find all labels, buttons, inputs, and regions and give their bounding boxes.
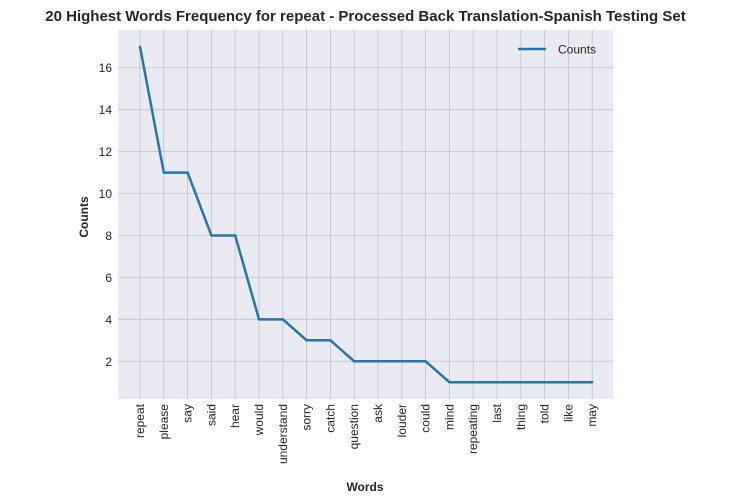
data-point [234, 234, 236, 236]
data-point [520, 381, 522, 383]
y-tick-label: 2 [105, 355, 112, 369]
data-point [353, 360, 355, 362]
y-tick-label: 16 [99, 61, 113, 75]
x-tick-label: last [490, 403, 504, 422]
data-point [139, 46, 141, 48]
y-tick-label: 6 [105, 271, 112, 285]
x-tick-label: could [419, 404, 433, 433]
x-tick-label: may [585, 404, 599, 427]
y-tick-label: 10 [99, 187, 113, 201]
x-tick-label: repeat [133, 403, 147, 438]
x-tick-labels: repeat please say said hear would understand so… [133, 403, 599, 464]
plot-area [118, 30, 613, 399]
data-point [472, 381, 474, 383]
data-point [401, 360, 403, 362]
x-tick-label: mind [442, 404, 456, 430]
data-point [543, 381, 545, 383]
data-point [591, 381, 593, 383]
data-point [329, 339, 331, 341]
y-axis-label: Counts [77, 196, 91, 238]
y-tick-label: 14 [99, 103, 113, 117]
data-point [448, 381, 450, 383]
data-point [377, 360, 379, 362]
x-tick-label: said [204, 404, 218, 426]
x-tick-label: understand [276, 404, 290, 464]
x-tick-label: catch [323, 404, 337, 433]
legend-label-counts: Counts [558, 43, 596, 57]
x-tick-label: ask [371, 403, 385, 423]
y-tick-labels: 2 4 6 8 10 12 14 16 [99, 61, 113, 369]
x-tick-label: repeating [466, 404, 480, 454]
x-tick-label: question [347, 404, 361, 449]
data-point [258, 318, 260, 320]
x-tick-label: please [157, 404, 171, 440]
x-tick-label: hear [228, 404, 242, 428]
x-tick-label: say [181, 404, 195, 423]
data-point [305, 339, 307, 341]
y-tick-label: 12 [99, 145, 113, 159]
x-tick-label: thing [514, 404, 528, 430]
x-tick-label: like [561, 404, 575, 422]
data-point [282, 318, 284, 320]
y-tick-label: 8 [105, 229, 112, 243]
x-axis-label: Words [346, 480, 383, 494]
data-point [496, 381, 498, 383]
data-point [210, 234, 212, 236]
x-tick-label: told [538, 404, 552, 423]
data-point [163, 171, 165, 173]
x-tick-label: louder [395, 404, 409, 437]
data-point [424, 360, 426, 362]
x-tick-label: would [252, 404, 266, 436]
data-point [567, 381, 569, 383]
x-tick-label: sorry [300, 404, 314, 431]
data-point [186, 171, 188, 173]
y-tick-label: 4 [105, 313, 112, 327]
